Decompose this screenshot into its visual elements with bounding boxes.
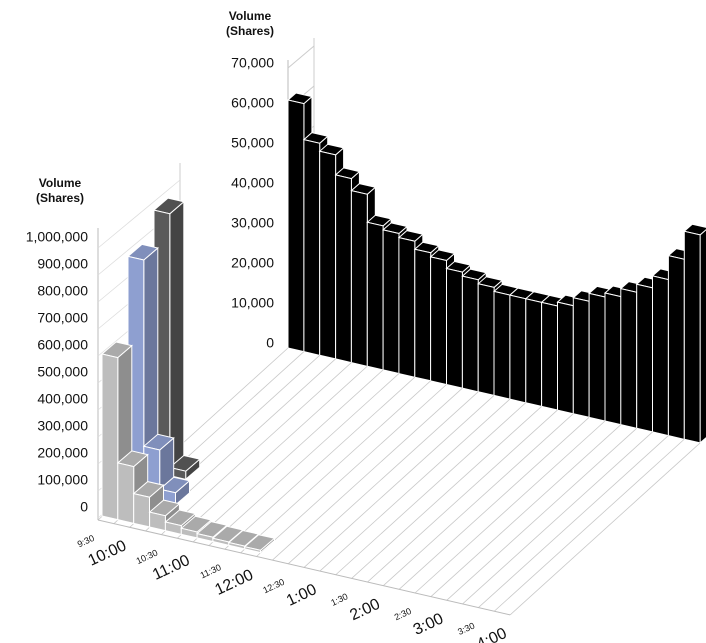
floor-line bbox=[161, 362, 352, 535]
x-tick-label: 11:30 bbox=[199, 562, 223, 580]
y-tick-label: 40,000 bbox=[231, 175, 274, 191]
floor-line bbox=[478, 435, 669, 608]
y-axis-title: (Shares) bbox=[36, 191, 84, 205]
bar-front bbox=[604, 292, 622, 426]
y-tick-label: 900,000 bbox=[37, 256, 88, 272]
bar-front bbox=[620, 287, 638, 429]
y-tick-label: 300,000 bbox=[37, 418, 88, 434]
y-tick-label: 500,000 bbox=[37, 364, 88, 380]
bar-front bbox=[652, 275, 669, 437]
x-tick-label: 10:30 bbox=[135, 548, 160, 567]
y-axis-title: Volume bbox=[229, 9, 272, 23]
x-tick-label: 4:00 bbox=[474, 625, 510, 643]
y-tick-label: 20,000 bbox=[231, 255, 274, 271]
bar-front bbox=[133, 492, 150, 528]
bar-front bbox=[414, 248, 432, 382]
bar-front bbox=[477, 283, 495, 397]
bar-front bbox=[493, 290, 511, 400]
floor-line bbox=[319, 398, 511, 572]
bar-front bbox=[398, 236, 416, 378]
x-tick-label: 2:00 bbox=[347, 596, 383, 625]
floor-line bbox=[303, 395, 495, 568]
floor-line bbox=[224, 376, 416, 550]
bar-front bbox=[525, 298, 543, 408]
y-tick-label: 1,000,000 bbox=[26, 229, 88, 245]
bar-front bbox=[636, 283, 654, 433]
x-tick-label: 12:30 bbox=[261, 577, 286, 596]
floor-line bbox=[272, 387, 463, 561]
bar-front bbox=[164, 521, 182, 535]
x-tick-label: 1:30 bbox=[329, 591, 349, 607]
y-axis-title: Volume bbox=[39, 176, 82, 190]
floor-line bbox=[335, 402, 527, 576]
x-tick-label: 2:30 bbox=[393, 606, 413, 622]
floor-line bbox=[208, 373, 400, 546]
floor-line bbox=[256, 384, 447, 557]
bar-front bbox=[319, 150, 337, 360]
y-tick-label: 200,000 bbox=[37, 445, 88, 461]
bar-front bbox=[557, 301, 574, 415]
floor-edge bbox=[97, 519, 511, 616]
y-tick-label: 600,000 bbox=[37, 337, 88, 353]
floor-line bbox=[287, 391, 479, 565]
bar-front bbox=[303, 138, 321, 356]
floor-line bbox=[509, 442, 701, 616]
bar-front bbox=[683, 230, 701, 444]
bar-front bbox=[667, 254, 685, 440]
bar-front bbox=[149, 511, 166, 532]
bar-side bbox=[169, 200, 185, 477]
floor-line bbox=[240, 380, 431, 554]
y-tick-label: 400,000 bbox=[37, 391, 88, 407]
floor-line bbox=[367, 409, 558, 583]
bar-front bbox=[588, 292, 606, 422]
bar-front bbox=[461, 275, 479, 393]
y-tick-label: 0 bbox=[80, 499, 88, 515]
y-tick-label: 800,000 bbox=[37, 283, 88, 299]
bar-side bbox=[699, 229, 706, 445]
bar-front bbox=[366, 221, 384, 371]
floor-line bbox=[414, 420, 606, 594]
bar-front bbox=[446, 267, 463, 389]
bar-front bbox=[382, 229, 400, 375]
y-tick-label: 30,000 bbox=[231, 215, 274, 231]
x-tick-label: 3:00 bbox=[411, 610, 447, 639]
bar-front bbox=[196, 532, 214, 543]
floor-line bbox=[430, 424, 622, 597]
bar-front bbox=[287, 99, 305, 353]
floor-line bbox=[351, 406, 542, 579]
x-tick-label: 1:00 bbox=[284, 581, 320, 610]
bar bbox=[243, 534, 276, 554]
floor-line bbox=[176, 365, 368, 539]
y-tick-label: 10,000 bbox=[231, 295, 274, 311]
tick-line bbox=[97, 179, 181, 249]
x-tick-label: 3:30 bbox=[456, 621, 476, 637]
bar bbox=[683, 223, 706, 445]
y-tick-label: 0 bbox=[266, 335, 274, 351]
bar-front bbox=[509, 294, 527, 404]
y-tick-label: 50,000 bbox=[231, 135, 274, 151]
bar-front bbox=[430, 256, 447, 386]
bar-front bbox=[572, 297, 590, 418]
bar-front bbox=[335, 174, 352, 364]
y-tick-label: 70,000 bbox=[231, 55, 274, 71]
bar-front bbox=[244, 546, 261, 554]
y-axis-title: (Shares) bbox=[226, 24, 274, 38]
y-tick-label: 60,000 bbox=[231, 95, 274, 111]
bar-front bbox=[541, 301, 558, 411]
floor-line bbox=[398, 417, 590, 590]
floor-line bbox=[462, 431, 653, 605]
y-tick-label: 700,000 bbox=[37, 310, 88, 326]
y-tick-label: 100,000 bbox=[37, 472, 88, 488]
floor-line bbox=[446, 428, 637, 601]
floor-line bbox=[383, 413, 574, 586]
tick-line bbox=[287, 45, 315, 69]
bar-front bbox=[180, 527, 198, 539]
bar-front bbox=[101, 353, 119, 521]
bar-front bbox=[117, 462, 135, 524]
bar-front bbox=[350, 189, 368, 367]
floor-line bbox=[493, 438, 685, 612]
x-tick-label: 9:30 bbox=[76, 533, 96, 549]
floor-line bbox=[192, 369, 384, 543]
